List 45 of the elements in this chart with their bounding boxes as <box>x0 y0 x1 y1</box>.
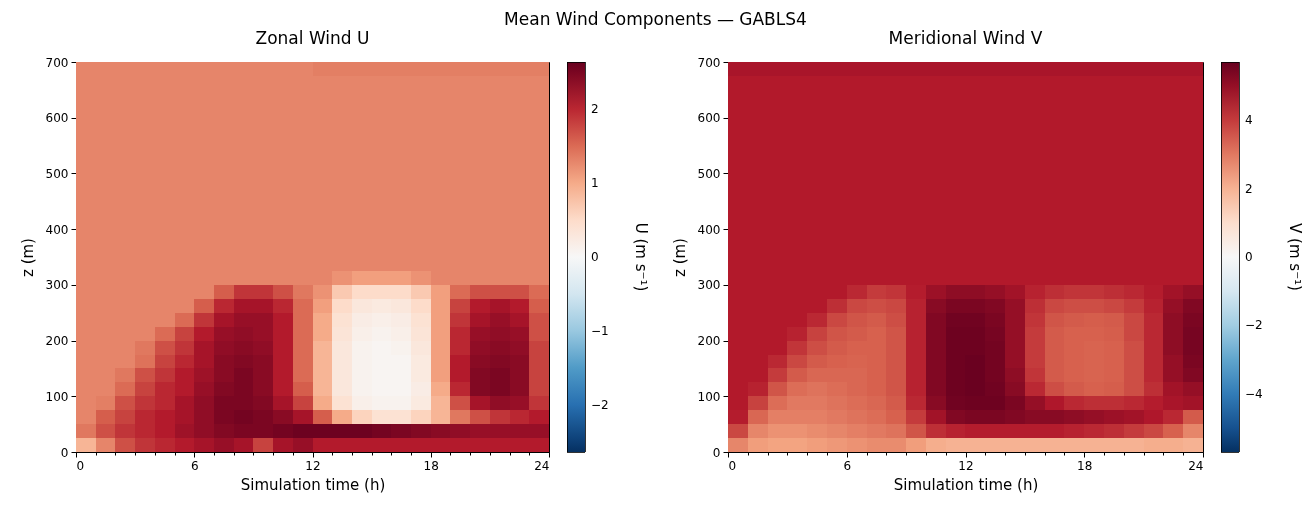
color-bar-title: U (m s⁻¹) <box>632 222 650 292</box>
x-tick-label: 24 <box>534 458 550 473</box>
y-axis-title: z (m) <box>18 238 37 277</box>
x-tick-label: 0 <box>76 458 85 473</box>
y-axis-title: z (m) <box>670 238 689 277</box>
y-tick-label: 500 <box>45 166 69 181</box>
y-tick-label: 100 <box>697 389 721 404</box>
x-tick-label: 18 <box>1077 458 1093 473</box>
y-tick-label: 400 <box>45 222 69 237</box>
y-tick-label: 300 <box>697 278 721 293</box>
color-bar-label: −2 <box>1245 318 1263 333</box>
y-tick-label: 700 <box>45 55 69 70</box>
y-tick-label: 300 <box>45 278 69 293</box>
x-tick-label: 0 <box>728 458 737 473</box>
x-tick-label: 24 <box>1188 458 1204 473</box>
y-tick-label: 200 <box>697 334 721 349</box>
color-bar-title: V (m s⁻¹) <box>1286 223 1304 291</box>
y-tick-label: 100 <box>45 389 69 404</box>
x-tick-label: 6 <box>843 458 852 473</box>
color-bar-label: 2 <box>591 102 599 117</box>
y-tick-label: 500 <box>697 166 721 181</box>
x-tick-label: 12 <box>305 458 321 473</box>
y-tick-label: 600 <box>45 111 69 126</box>
color-bar-label: −2 <box>591 397 609 412</box>
x-tick-label: 12 <box>958 458 974 473</box>
color-bar-label: −1 <box>591 323 609 338</box>
color-bar-label: 0 <box>591 250 599 264</box>
x-tick-label: 18 <box>423 458 439 473</box>
color-bar-label: 0 <box>1245 250 1253 264</box>
y-tick-label: 200 <box>45 334 69 349</box>
chart-title: Meridional Wind V <box>888 28 1043 48</box>
x-tick-label: 6 <box>190 458 199 473</box>
color-bar-label: 2 <box>1245 181 1253 196</box>
y-tick-label: 600 <box>697 111 721 126</box>
color-bar-label: 4 <box>1245 113 1253 128</box>
color-bar-label: −4 <box>1245 386 1263 401</box>
text: Mean Wind Components — GABLS4 <box>504 9 807 29</box>
x-axis-title: Simulation time (h) <box>893 475 1039 494</box>
y-tick-label: 0 <box>712 445 721 460</box>
color-bar-label: 1 <box>591 176 599 191</box>
y-tick-label: 700 <box>697 55 721 70</box>
chart-title: Zonal Wind U <box>255 28 370 48</box>
y-tick-label: 400 <box>697 222 721 237</box>
y-tick-label: 0 <box>60 445 69 460</box>
x-axis-title: Simulation time (h) <box>240 475 386 494</box>
